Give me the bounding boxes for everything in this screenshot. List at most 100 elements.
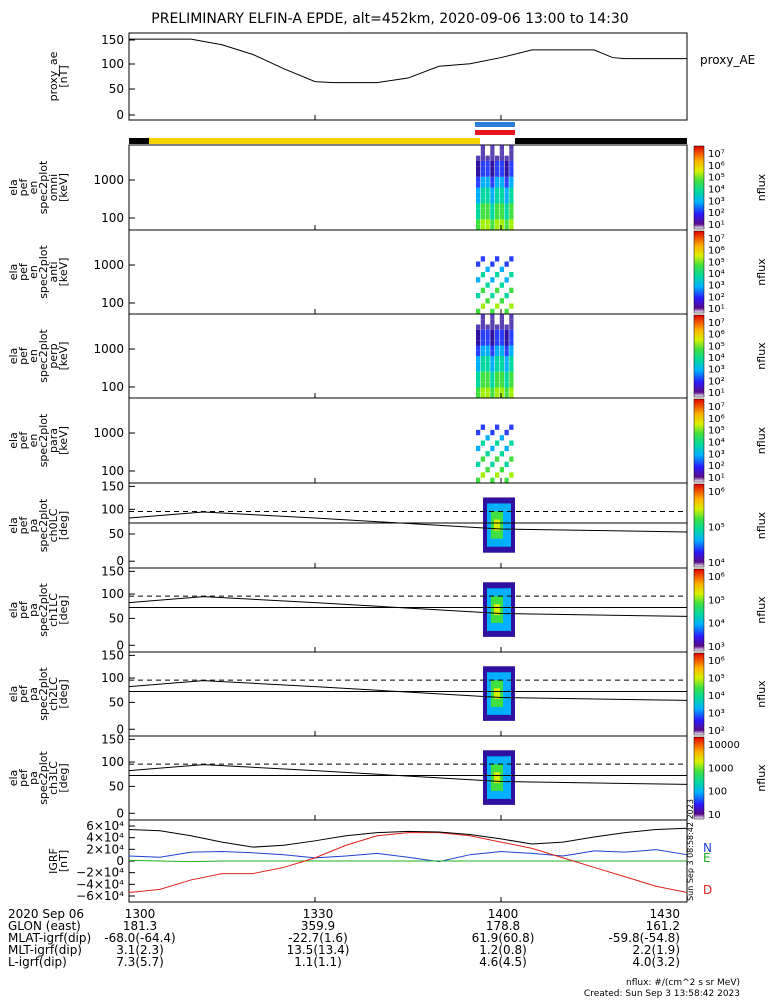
xaxis-row-value: 4.0(3.2) (632, 955, 680, 969)
spectrogram-cell (495, 387, 500, 393)
igrf-series-N (128, 849, 688, 863)
spectrogram-cell (504, 308, 509, 314)
colorbar-tick-label: 10⁴ (708, 185, 725, 196)
spectrogram-cell (495, 472, 500, 478)
spectrogram-cell (490, 335, 495, 341)
ytick-label: 100 (101, 464, 124, 478)
spectrogram-cell (504, 329, 509, 335)
spectrogram-cell (509, 187, 514, 193)
spectrogram-cell (499, 160, 504, 167)
spectrogram-cell (509, 392, 514, 398)
ytick-label: −6×10⁴ (76, 889, 124, 903)
colorbar-label: nflux (755, 426, 768, 454)
spectrogram-cell (499, 382, 504, 388)
colorbar (693, 398, 705, 483)
footer-created: Created: Sun Sep 3 13:58:42 2023 (584, 989, 740, 999)
spectrogram-cell (504, 324, 509, 330)
spectrogram-cell (490, 356, 495, 362)
colorbar-tick-label: 10³ (708, 449, 725, 460)
ylabel-line: pef (17, 262, 30, 281)
xaxis-row-value: -68.0(-64.4) (104, 931, 175, 945)
ylabel-line: ch1LC (47, 593, 60, 627)
spectrogram-cell (476, 224, 481, 230)
ylabel-line: en (27, 349, 40, 363)
ylabel-line: anti (47, 261, 60, 282)
spectrogram-cell (485, 324, 490, 330)
spectrogram-cell (476, 203, 481, 209)
spectrogram-cell (504, 261, 509, 267)
ylabel-line: ch2LC (47, 677, 60, 711)
spectrogram-cell (495, 329, 500, 335)
spectrogram-cell (509, 145, 514, 151)
spectrogram-cell (504, 429, 509, 436)
spectrogram-cell (509, 272, 514, 278)
spectrogram-cell (499, 451, 504, 457)
figure-title: PRELIMINARY ELFIN-A EPDE, alt=452km, 202… (151, 11, 628, 27)
legend-proxy-ae: proxy_AE (700, 53, 755, 67)
spectrogram-cell (480, 150, 485, 156)
spectrogram-cell (476, 429, 481, 436)
spectrogram-cell (499, 145, 504, 151)
spectrogram-cell (504, 477, 509, 483)
spectrogram-cell (509, 214, 514, 220)
spectrogram-cell (499, 298, 504, 304)
spectrogram-cell (485, 298, 490, 304)
igrf-series-E (128, 859, 687, 863)
spectrogram-cell (490, 461, 495, 468)
colorbar-label: nflux (755, 764, 768, 792)
spectrogram-burst (483, 750, 515, 805)
ylabel-line: ela (7, 348, 20, 365)
colorbar-tick-label: 10³ (708, 642, 725, 653)
xaxis-row-value: 3.1(2.3) (116, 943, 164, 957)
ytick-label: 100 (101, 671, 124, 685)
spectrogram-cell (490, 187, 495, 193)
spectrogram-cell (476, 198, 481, 204)
xaxis-row-label: GLON (east) (8, 919, 81, 933)
spectrogram-cell (495, 377, 500, 383)
spectrogram-cell (499, 187, 504, 193)
spectrogram-cell (476, 208, 481, 215)
spectrogram-cell (480, 198, 485, 204)
colorbar-tick-label: 10¹ (708, 220, 725, 231)
spectrogram-cell (495, 366, 500, 372)
xaxis-row-value: 359.9 (301, 919, 335, 933)
spectrogram-cell (480, 387, 485, 393)
ytick-label: 150 (101, 564, 124, 578)
spectrogram-cell (485, 340, 490, 346)
spectrogram-cell (509, 160, 514, 167)
ylabel-line: ch0LC (47, 508, 60, 542)
spectrogram-cell (485, 345, 490, 351)
spectrogram-cell (485, 382, 490, 388)
spectrogram-cell (509, 456, 514, 462)
igrf-side-text: Sun Sep 3 08:58:42 2023 (686, 799, 695, 901)
ytick-label: 1000 (93, 258, 124, 272)
spectrogram-cell (485, 214, 490, 220)
spectrogram-burst (476, 256, 514, 314)
spectrogram-cell (499, 345, 504, 351)
colorbar-tick-label: 10⁵ (708, 257, 725, 268)
spectrogram-cell (499, 366, 504, 372)
spectrogram-cell (504, 160, 509, 167)
spectrogram-cell (504, 445, 509, 452)
ylabel-line: spec2plot (37, 751, 50, 805)
colorbar-tick-label: 1000 (708, 763, 733, 774)
spectrogram-cell (509, 472, 514, 478)
panel-frame (128, 32, 688, 121)
spectrogram-cell (495, 303, 500, 309)
ylabel-line: para (47, 428, 60, 453)
xaxis-row-label: L-igrf(dip) (8, 955, 67, 969)
spectrogram-cell (499, 182, 504, 188)
spectrogram-cell (490, 314, 495, 320)
spectrogram-cell (490, 445, 495, 452)
loss-cone-line (128, 596, 688, 617)
panel-frame (128, 651, 688, 737)
colorbar-tick-label: 10 (708, 810, 721, 821)
spectrogram-cell (485, 377, 490, 383)
spectrogram-cell (504, 176, 509, 183)
spectrogram-cell (495, 203, 500, 209)
ylabel-line: pef (17, 768, 30, 787)
